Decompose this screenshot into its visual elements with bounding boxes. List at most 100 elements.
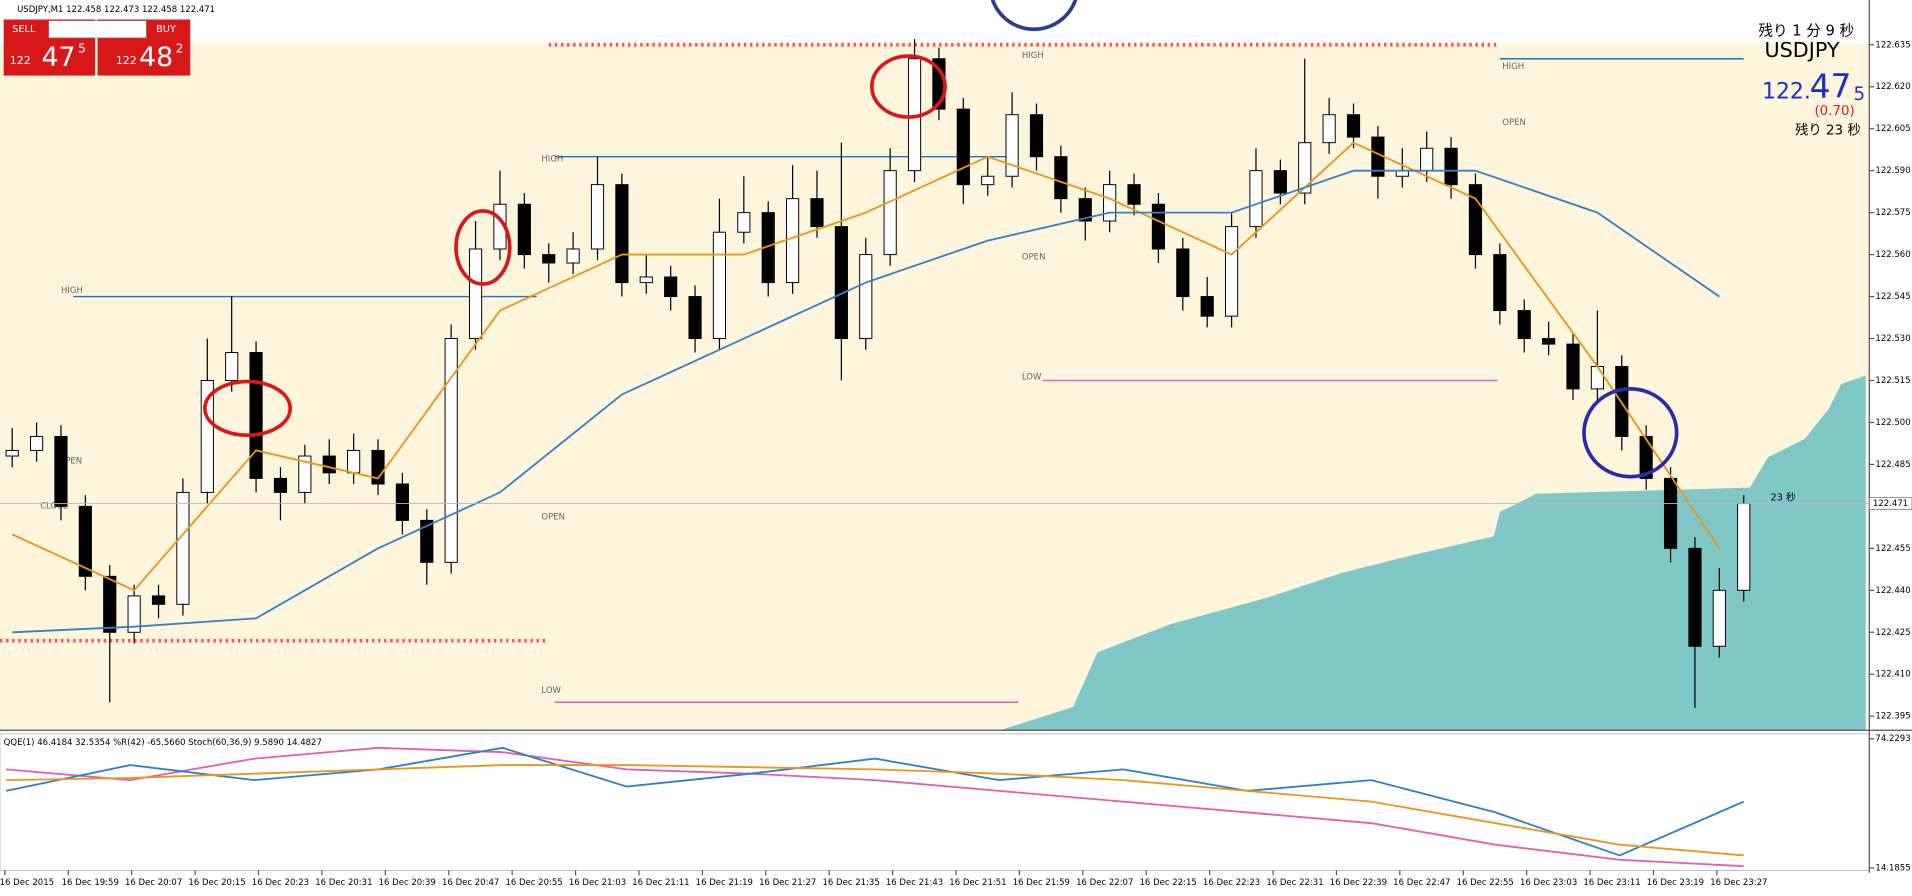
candle-body	[737, 212, 751, 233]
sell-price-big: 122	[10, 54, 31, 67]
price-change: (0.70)	[1814, 104, 1854, 119]
top-strip	[0, 0, 1870, 44]
price-main: 47	[1810, 66, 1852, 105]
candle-body	[322, 455, 336, 474]
bar-timer: 残り 1 分 9 秒	[1758, 23, 1854, 40]
chart-marks: 122.635122.620122.605122.590122.575122.5…	[0, 39, 1912, 888]
candle-body	[298, 455, 312, 493]
x-tick-label: 16 Dec 21:59	[1013, 878, 1070, 888]
candle-body	[1298, 142, 1312, 194]
candle-body	[1249, 170, 1263, 228]
candle-body	[151, 595, 166, 605]
candle-body	[981, 175, 995, 186]
lot-box[interactable]	[48, 20, 147, 39]
x-tick-label: 16 Dec 21:35	[822, 878, 879, 888]
candle-body	[1346, 114, 1361, 138]
x-tick-label: 16 Dec 20:39	[379, 878, 436, 888]
candle-body	[1420, 147, 1434, 172]
sell-label: SELL	[12, 24, 36, 35]
buy-price-small: 2	[176, 41, 184, 55]
y-tick-label: 122.425	[1875, 628, 1910, 638]
candle-body	[347, 449, 361, 474]
candle-body	[834, 226, 848, 340]
candle-body	[1322, 114, 1336, 144]
buy-price-main: 48	[139, 42, 173, 73]
candle-body	[1737, 503, 1751, 591]
x-tick-label: 16 Dec 19:59	[62, 878, 119, 888]
x-tick-label: 16 Dec 22:23	[1203, 878, 1260, 888]
lot-value: 1.00	[115, 24, 137, 35]
candle-body	[1029, 114, 1044, 158]
candle-body	[54, 435, 68, 507]
candle-body	[1590, 366, 1604, 390]
price-tail: 5	[1853, 84, 1865, 105]
current-price-label: 122.471	[1873, 499, 1908, 509]
x-tick-label: 16 Dec 20:07	[125, 878, 182, 888]
y-tick-label: 122.455	[1875, 544, 1910, 554]
x-tick-label: 16 Dec 21:27	[759, 878, 816, 888]
candle-body	[786, 198, 800, 284]
y-tick-label: 122.560	[1875, 250, 1910, 260]
indicator-line	[5, 746, 1745, 857]
candle-body	[103, 575, 117, 633]
x-tick-label: 16 Dec 22:39	[1330, 878, 1387, 888]
candle-body	[1224, 226, 1239, 317]
candle-body	[176, 491, 190, 605]
highlight-circle	[203, 379, 293, 438]
candle-body	[78, 505, 92, 577]
current-price-tag	[1869, 497, 1912, 510]
candle-body	[1444, 147, 1458, 186]
candle-body	[225, 352, 239, 381]
y-tick-label: 122.620	[1875, 82, 1910, 92]
sell-price-main: 47	[41, 42, 75, 73]
y-tick-label: 122.530	[1875, 334, 1910, 344]
buy-label: BUY	[156, 24, 176, 35]
x-tick-label: 16 Dec 22:31	[1266, 878, 1323, 888]
candle-body	[1517, 310, 1531, 340]
y-tick-label: 122.605	[1875, 124, 1910, 134]
indicator-tick-label: 14.1855	[1875, 863, 1910, 873]
candle-body	[468, 248, 483, 340]
level-annotation: LOW	[1022, 373, 1042, 383]
y-tick-label: 122.395	[1875, 712, 1910, 722]
x-tick-label: 16 Dec 23:19	[1647, 878, 1704, 888]
candle-body	[1176, 248, 1190, 298]
x-tick-label: 16 Dec 23:11	[1583, 878, 1640, 888]
candle-body	[444, 338, 458, 563]
sell-price-small: 5	[78, 41, 86, 55]
window-title: USDJPY,M1 122.458 122.473 122.458 122.47…	[17, 5, 215, 15]
x-tick-label: 16 Dec 23:27	[1710, 878, 1767, 888]
candle-body	[1542, 338, 1556, 345]
ichimoku-cloud	[999, 375, 1866, 731]
candle-body	[420, 519, 434, 563]
candle-body	[1054, 156, 1068, 200]
candle-body	[1273, 170, 1287, 194]
level-annotation: OPEN	[59, 457, 83, 467]
candle-body	[712, 231, 727, 340]
y-tick-label: 122.575	[1875, 208, 1910, 218]
highlight-circle	[870, 54, 947, 119]
candle-body	[639, 276, 653, 284]
indicator-tick-label: 74.2293	[1875, 734, 1910, 744]
y-tick-label: 122.545	[1875, 292, 1910, 302]
candle-body	[395, 483, 409, 521]
candle-body	[1127, 184, 1141, 205]
candle-body	[688, 296, 702, 340]
candle-body	[859, 254, 873, 340]
x-tick-label: 16 Dec 20:23	[252, 878, 309, 888]
level-annotation: HIGH	[541, 154, 563, 164]
candle-body	[1078, 198, 1092, 222]
y-tick-label: 122.590	[1875, 166, 1910, 176]
x-tick-label: 16 Dec 2015	[0, 878, 54, 888]
candle-body	[1200, 296, 1214, 317]
indicator-line	[6, 746, 1744, 868]
x-tick-label: 16 Dec 22:47	[1393, 878, 1450, 888]
x-tick-label: 16 Dec 21:19	[696, 878, 753, 888]
y-tick-label: 122.410	[1875, 670, 1910, 680]
candle-body	[615, 184, 629, 284]
x-tick-label: 16 Dec 21:43	[886, 878, 943, 888]
x-tick-label: 16 Dec 20:15	[188, 878, 245, 888]
indicator-title: QQE(1) 46.4184 32.5354 %R(42) -65.5660 S…	[4, 738, 322, 748]
level-annotation: HIGH	[1022, 51, 1044, 61]
